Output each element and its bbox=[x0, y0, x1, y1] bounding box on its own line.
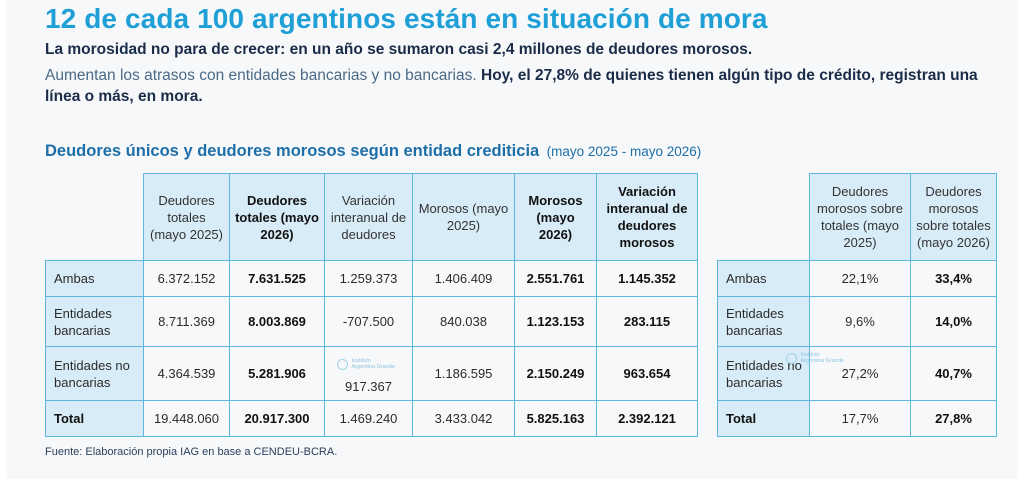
table-cell: 8.711.369 bbox=[143, 296, 230, 347]
table-row: Entidades no bancarias 27,2% 40,7% bbox=[717, 346, 997, 401]
header-corner bbox=[45, 173, 144, 261]
table-total-row: Total 19.448.060 20.917.300 1.469.240 3.… bbox=[45, 400, 698, 437]
table-header-row: Deudores totales (mayo 2025) Deudores to… bbox=[45, 173, 698, 261]
table-row: Entidades bancarias 8.711.369 8.003.869 … bbox=[45, 296, 698, 347]
table-cell: 1.123.153 bbox=[514, 296, 597, 347]
table-row: Entidades bancarias 9,6% 14,0% bbox=[717, 296, 997, 347]
table-cell: 40,7% bbox=[910, 346, 997, 401]
debtors-table: Deudores totales (mayo 2025) Deudores to… bbox=[45, 173, 698, 437]
watermark-icon bbox=[337, 358, 348, 370]
header-cell: Deudores totales (mayo 2025) bbox=[143, 173, 230, 261]
row-label: Entidades bancarias bbox=[45, 296, 144, 347]
row-label: Total bbox=[45, 400, 144, 437]
description-strong: Hoy, el 27,8% de quienes tienen algún ti… bbox=[45, 67, 978, 105]
row-label: Total bbox=[717, 400, 810, 437]
table-cell: 22,1% bbox=[809, 260, 911, 297]
row-label: Entidades bancarias bbox=[717, 296, 810, 347]
table-cell: -707.500 bbox=[324, 296, 413, 347]
header-cell: Variación interanual de deudores morosos bbox=[596, 173, 698, 261]
lead-text: La morosidad no para de crecer: en un añ… bbox=[45, 41, 753, 58]
table-title: Deudores únicos y deudores morosos según… bbox=[45, 142, 701, 161]
table-cell: 283.115 bbox=[596, 296, 698, 347]
watermark-line2: Argentina Grande bbox=[800, 358, 844, 364]
table-cell: 917.367 bbox=[324, 346, 413, 401]
table-title-period: (mayo 2025 - mayo 2026) bbox=[546, 144, 702, 159]
table-cell: 1.259.373 bbox=[324, 260, 413, 297]
table-total-row: Total 17,7% 27,8% bbox=[717, 400, 997, 437]
watermark-icon bbox=[786, 352, 797, 364]
table-cell: 5.281.906 bbox=[229, 346, 325, 401]
header-cell: Deudores morosos sobre totales (mayo 202… bbox=[809, 173, 911, 261]
watermark-line1: Instituto bbox=[800, 352, 820, 358]
table-cell: 1.406.409 bbox=[412, 260, 515, 297]
table-cell: 1.186.595 bbox=[412, 346, 515, 401]
row-label: Ambas bbox=[717, 260, 810, 297]
row-label: Ambas bbox=[45, 260, 144, 297]
table-title-main: Deudores únicos y deudores morosos según… bbox=[45, 142, 540, 160]
table-cell: 27,8% bbox=[910, 400, 997, 437]
table-cell: 1.145.352 bbox=[596, 260, 698, 297]
watermark-line1: Instituto bbox=[351, 358, 371, 364]
header-cell: Variación interanual de deudores bbox=[324, 173, 413, 261]
table-cell: 33,4% bbox=[910, 260, 997, 297]
table-cell: 19.448.060 bbox=[143, 400, 230, 437]
table-row: Entidades no bancarias 4.364.539 5.281.9… bbox=[45, 346, 698, 401]
table-cell: 17,7% bbox=[809, 400, 911, 437]
row-label: Entidades no bancarias bbox=[45, 346, 144, 401]
table-cell: 963.654 bbox=[596, 346, 698, 401]
table-cell: 2.392.121 bbox=[596, 400, 698, 437]
header-cell: Deudores totales (mayo 2026) bbox=[229, 173, 325, 261]
page-title: 12 de cada 100 argentinos están en situa… bbox=[45, 3, 768, 34]
table-cell: 14,0% bbox=[910, 296, 997, 347]
table-header-row: Deudores morosos sobre totales (mayo 202… bbox=[717, 173, 997, 261]
table-cell: 1.469.240 bbox=[324, 400, 413, 437]
table-row: Ambas 22,1% 33,4% bbox=[717, 260, 997, 297]
table-cell: 2.551.761 bbox=[514, 260, 597, 297]
table-cell: 20.917.300 bbox=[229, 400, 325, 437]
table-cell: 8.003.869 bbox=[229, 296, 325, 347]
header-cell: Morosos (mayo 2026) bbox=[514, 173, 597, 261]
watermark-line2: Argentina Grande bbox=[351, 364, 395, 370]
header-corner bbox=[717, 173, 810, 261]
table-cell: 5.825.163 bbox=[514, 400, 597, 437]
ratio-table: Deudores morosos sobre totales (mayo 202… bbox=[717, 173, 997, 437]
header-cell: Morosos (mayo 2025) bbox=[412, 173, 515, 261]
watermark-logo: Instituto Argentina Grande bbox=[337, 358, 395, 370]
header-cell: Deudores morosos sobre totales (mayo 202… bbox=[910, 173, 997, 261]
table-cell: 4.364.539 bbox=[143, 346, 230, 401]
table-cell: 9,6% bbox=[809, 296, 911, 347]
table-cell: 6.372.152 bbox=[143, 260, 230, 297]
description-paragraph: Aumentan los atrasos con entidades banca… bbox=[45, 65, 1005, 107]
watermark-logo: Instituto Argentina Grande bbox=[786, 352, 844, 364]
table-cell: 7.631.525 bbox=[229, 260, 325, 297]
source-note: Fuente: Elaboración propia IAG en base a… bbox=[45, 446, 338, 458]
table-cell: 840.038 bbox=[412, 296, 515, 347]
table-cell: 3.433.042 bbox=[412, 400, 515, 437]
table-cell: 2.150.249 bbox=[514, 346, 597, 401]
table-row: Ambas 6.372.152 7.631.525 1.259.373 1.40… bbox=[45, 260, 698, 297]
description-light: Aumentan los atrasos con entidades banca… bbox=[45, 67, 477, 84]
